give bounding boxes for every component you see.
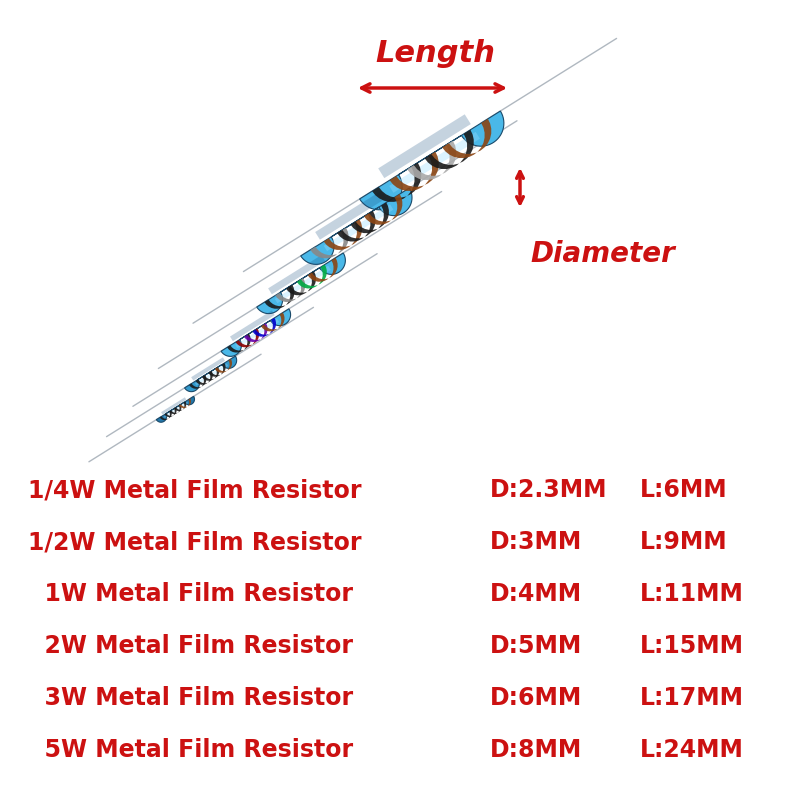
Text: Length: Length bbox=[375, 39, 495, 68]
Polygon shape bbox=[253, 318, 276, 337]
Polygon shape bbox=[202, 367, 219, 381]
Text: L:9MM: L:9MM bbox=[640, 530, 728, 554]
Text: Diameter: Diameter bbox=[530, 240, 674, 268]
Polygon shape bbox=[185, 356, 237, 392]
Polygon shape bbox=[156, 396, 194, 422]
Polygon shape bbox=[337, 211, 375, 242]
Polygon shape bbox=[235, 319, 279, 348]
Text: D:4MM: D:4MM bbox=[490, 582, 582, 606]
Polygon shape bbox=[191, 358, 225, 381]
Polygon shape bbox=[170, 405, 182, 414]
Text: L:17MM: L:17MM bbox=[640, 686, 744, 710]
Polygon shape bbox=[360, 111, 504, 210]
Text: L:24MM: L:24MM bbox=[640, 738, 744, 762]
Polygon shape bbox=[372, 162, 421, 202]
Polygon shape bbox=[244, 323, 267, 342]
Text: L:11MM: L:11MM bbox=[640, 582, 744, 606]
Text: L:15MM: L:15MM bbox=[640, 634, 744, 658]
Polygon shape bbox=[275, 266, 330, 303]
Polygon shape bbox=[301, 188, 412, 264]
Text: 1W Metal Film Resistor: 1W Metal Film Resistor bbox=[28, 582, 353, 606]
Text: 1/4W Metal Film Resistor: 1/4W Metal Film Resistor bbox=[28, 478, 362, 502]
Text: D:5MM: D:5MM bbox=[490, 634, 582, 658]
Polygon shape bbox=[389, 132, 480, 193]
Polygon shape bbox=[160, 410, 172, 420]
Text: D:8MM: D:8MM bbox=[490, 738, 582, 762]
Polygon shape bbox=[179, 398, 191, 408]
Polygon shape bbox=[378, 114, 471, 178]
Polygon shape bbox=[221, 309, 290, 356]
Polygon shape bbox=[425, 130, 474, 169]
Polygon shape bbox=[230, 310, 274, 341]
Text: D:6MM: D:6MM bbox=[490, 686, 582, 710]
Polygon shape bbox=[235, 329, 259, 347]
Polygon shape bbox=[324, 204, 394, 251]
Text: 2W Metal Film Resistor: 2W Metal Film Resistor bbox=[28, 634, 353, 658]
Polygon shape bbox=[350, 202, 389, 233]
Polygon shape bbox=[297, 265, 326, 289]
Text: 1/2W Metal Film Resistor: 1/2W Metal Film Resistor bbox=[28, 530, 362, 554]
Text: D:3MM: D:3MM bbox=[490, 530, 582, 554]
Polygon shape bbox=[308, 258, 338, 282]
Polygon shape bbox=[189, 375, 206, 389]
Polygon shape bbox=[165, 407, 177, 417]
Polygon shape bbox=[257, 253, 346, 314]
Polygon shape bbox=[265, 285, 294, 309]
Polygon shape bbox=[286, 271, 316, 295]
Text: 5W Metal Film Resistor: 5W Metal Film Resistor bbox=[28, 738, 353, 762]
Polygon shape bbox=[268, 255, 325, 294]
Polygon shape bbox=[310, 228, 349, 258]
Polygon shape bbox=[195, 371, 213, 385]
Polygon shape bbox=[209, 363, 226, 377]
Polygon shape bbox=[227, 334, 250, 353]
Polygon shape bbox=[195, 363, 228, 386]
Text: 3W Metal Film Resistor: 3W Metal Film Resistor bbox=[28, 686, 353, 710]
Polygon shape bbox=[364, 194, 402, 225]
Polygon shape bbox=[161, 398, 186, 414]
Polygon shape bbox=[407, 141, 456, 180]
Polygon shape bbox=[315, 190, 386, 240]
Polygon shape bbox=[174, 402, 186, 411]
Polygon shape bbox=[215, 359, 232, 373]
Polygon shape bbox=[324, 219, 362, 250]
Polygon shape bbox=[390, 152, 438, 191]
Polygon shape bbox=[164, 402, 189, 418]
Polygon shape bbox=[275, 278, 305, 302]
Text: L:6MM: L:6MM bbox=[640, 478, 728, 502]
Text: D:2.3MM: D:2.3MM bbox=[490, 478, 607, 502]
Polygon shape bbox=[442, 119, 491, 158]
Polygon shape bbox=[261, 313, 285, 331]
